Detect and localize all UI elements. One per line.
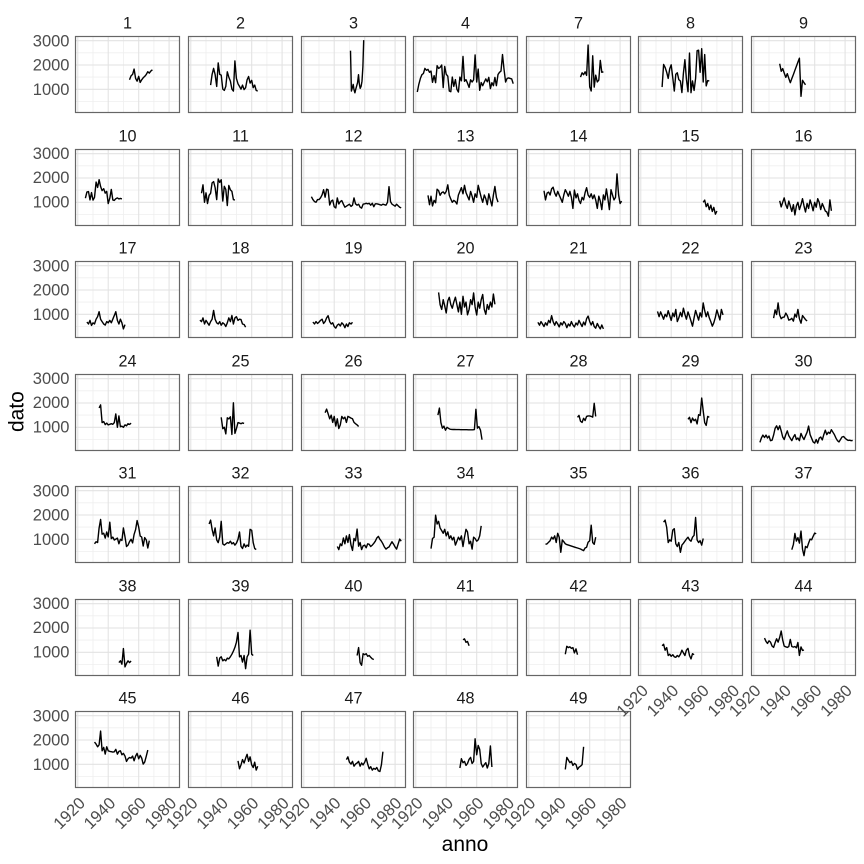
svg-text:33: 33 xyxy=(344,464,362,482)
svg-text:32: 32 xyxy=(231,464,249,482)
svg-text:34: 34 xyxy=(456,464,474,482)
svg-text:2000: 2000 xyxy=(33,57,70,75)
svg-text:39: 39 xyxy=(231,577,249,595)
svg-text:1000: 1000 xyxy=(33,418,70,436)
svg-text:13: 13 xyxy=(456,127,474,145)
svg-text:1000: 1000 xyxy=(33,193,70,211)
svg-text:dato: dato xyxy=(6,391,29,432)
svg-text:17: 17 xyxy=(118,239,136,257)
svg-text:anno: anno xyxy=(442,833,489,856)
svg-text:42: 42 xyxy=(569,577,587,595)
svg-text:44: 44 xyxy=(794,577,812,595)
svg-text:48: 48 xyxy=(456,689,474,707)
svg-text:15: 15 xyxy=(681,127,699,145)
svg-text:46: 46 xyxy=(231,689,249,707)
svg-text:47: 47 xyxy=(344,689,362,707)
svg-text:3000: 3000 xyxy=(33,482,70,500)
svg-text:1000: 1000 xyxy=(33,531,70,549)
svg-text:1000: 1000 xyxy=(33,756,70,774)
svg-text:9: 9 xyxy=(799,14,808,32)
svg-text:3000: 3000 xyxy=(33,145,70,163)
svg-text:2000: 2000 xyxy=(33,507,70,525)
svg-text:7: 7 xyxy=(574,14,583,32)
svg-text:38: 38 xyxy=(118,577,136,595)
svg-text:1000: 1000 xyxy=(33,81,70,99)
svg-text:4: 4 xyxy=(461,14,470,32)
svg-text:8: 8 xyxy=(686,14,695,32)
svg-text:49: 49 xyxy=(569,689,587,707)
svg-text:45: 45 xyxy=(118,689,136,707)
svg-text:28: 28 xyxy=(569,352,587,370)
svg-text:1: 1 xyxy=(123,14,132,32)
svg-text:16: 16 xyxy=(794,127,812,145)
svg-text:12: 12 xyxy=(344,127,362,145)
svg-text:2000: 2000 xyxy=(33,282,70,300)
svg-text:3000: 3000 xyxy=(33,595,70,613)
svg-text:2: 2 xyxy=(236,14,245,32)
svg-text:31: 31 xyxy=(118,464,136,482)
svg-text:25: 25 xyxy=(231,352,249,370)
svg-text:2000: 2000 xyxy=(33,394,70,412)
svg-text:3: 3 xyxy=(349,14,358,32)
svg-text:20: 20 xyxy=(456,239,474,257)
svg-text:2000: 2000 xyxy=(33,169,70,187)
svg-text:26: 26 xyxy=(344,352,362,370)
svg-text:29: 29 xyxy=(681,352,699,370)
svg-text:23: 23 xyxy=(794,239,812,257)
svg-text:30: 30 xyxy=(794,352,812,370)
svg-text:36: 36 xyxy=(681,464,699,482)
svg-text:11: 11 xyxy=(232,127,249,145)
svg-text:21: 21 xyxy=(569,239,587,257)
svg-text:18: 18 xyxy=(231,239,249,257)
svg-text:19: 19 xyxy=(344,239,362,257)
svg-text:24: 24 xyxy=(118,352,136,370)
svg-text:10: 10 xyxy=(118,127,136,145)
svg-text:35: 35 xyxy=(569,464,587,482)
svg-text:3000: 3000 xyxy=(33,32,70,50)
svg-text:37: 37 xyxy=(794,464,812,482)
svg-text:43: 43 xyxy=(681,577,699,595)
svg-text:3000: 3000 xyxy=(33,707,70,725)
svg-text:2000: 2000 xyxy=(33,619,70,637)
svg-text:3000: 3000 xyxy=(33,257,70,275)
svg-text:41: 41 xyxy=(456,577,474,595)
svg-text:27: 27 xyxy=(456,352,474,370)
svg-text:22: 22 xyxy=(681,239,699,257)
svg-text:40: 40 xyxy=(344,577,362,595)
svg-text:1000: 1000 xyxy=(33,306,70,324)
svg-text:2000: 2000 xyxy=(33,732,70,750)
svg-text:3000: 3000 xyxy=(33,370,70,388)
svg-text:14: 14 xyxy=(569,127,587,145)
svg-text:1000: 1000 xyxy=(33,643,70,661)
